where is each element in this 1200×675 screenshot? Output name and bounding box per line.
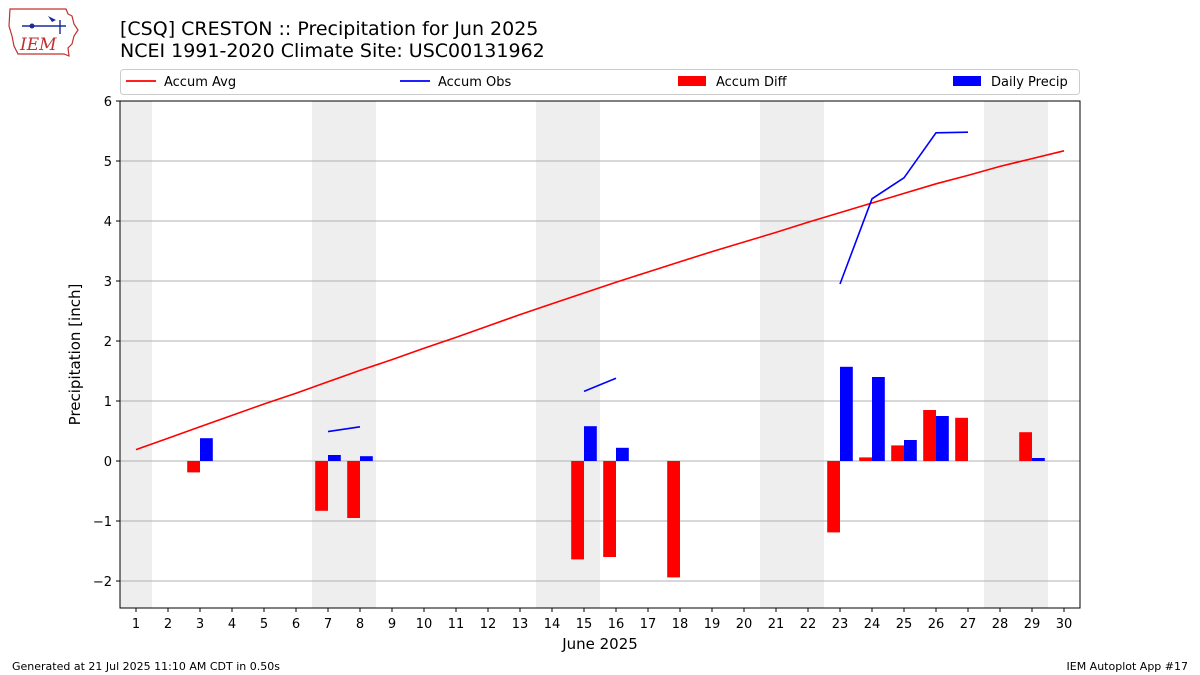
footer-app-id: IEM Autoplot App #17 [1067,660,1189,673]
footer-generated: Generated at 21 Jul 2025 11:10 AM CDT in… [12,660,280,673]
accum-diff-bar [603,461,616,557]
weekend-band [984,101,1048,608]
x-tick-label: 28 [992,617,1009,632]
legend-label: Daily Precip [991,75,1068,90]
x-tick-label: 14 [544,617,561,632]
legend-label: Accum Avg [164,75,236,90]
x-tick-label: 29 [1024,617,1041,632]
daily-precip-bar [328,455,341,461]
accum-diff-bar [571,461,584,559]
x-tick-label: 16 [608,617,625,632]
accum-diff-bar [1019,432,1032,461]
y-tick-label: −2 [93,575,112,590]
accum-diff-bar [827,461,840,532]
y-tick-label: 0 [104,455,112,470]
x-tick-label: 4 [228,617,236,632]
daily-precip-bar [616,448,629,461]
x-tick-label: 24 [864,617,881,632]
accum-diff-bar [315,461,328,511]
x-tick-label: 21 [768,617,785,632]
daily-precip-bar [936,416,949,461]
y-tick-label: 4 [104,215,112,230]
daily-precip-bar [840,367,853,461]
x-tick-label: 10 [416,617,433,632]
x-tick-label: 27 [960,617,977,632]
accum-diff-bar [923,410,936,461]
x-tick-label: 2 [164,617,172,632]
weekend-band [120,101,152,608]
daily-precip-bar [1032,458,1045,461]
x-tick-label: 13 [512,617,529,632]
x-tick-label: 7 [324,617,332,632]
legend-frame [121,70,1080,95]
x-tick-label: 23 [832,617,849,632]
daily-precip-bar [904,440,917,461]
weekend-band [312,101,376,608]
weekend-band [760,101,824,608]
daily-precip-bar [200,438,213,461]
accum-diff-bar [955,418,968,461]
x-tick-label: 17 [640,617,657,632]
x-tick-label: 19 [704,617,721,632]
legend: Accum Avg Accum Obs Accum Diff Daily Precip [121,70,1080,95]
accum-diff-bar [667,461,680,577]
accum-diff-bar [187,461,200,472]
x-tick-label: 6 [292,617,300,632]
accum-diff-bar [891,445,904,461]
daily-precip-bar [360,456,373,461]
daily-precip-bar [872,377,885,461]
x-tick-label: 22 [800,617,817,632]
y-tick-label: 5 [104,155,112,170]
y-tick-label: 2 [104,335,112,350]
legend-label: Accum Obs [438,75,511,90]
x-tick-label: 26 [928,617,945,632]
x-tick-label: 20 [736,617,753,632]
legend-bar-swatch [953,76,981,86]
x-tick-label: 30 [1056,617,1073,632]
x-tick-label: 15 [576,617,593,632]
x-tick-label: 3 [196,617,204,632]
x-tick-label: 1 [132,617,140,632]
weekend-band [536,101,600,608]
daily-precip-bar [584,426,597,461]
y-tick-label: 3 [104,275,112,290]
x-tick-label: 12 [480,617,497,632]
x-tick-label: 9 [388,617,396,632]
x-axis-label: June 2025 [561,635,638,653]
accum-diff-bar [859,457,872,461]
x-tick-label: 25 [896,617,913,632]
y-axis-label: Precipitation [inch] [66,284,84,426]
y-tick-label: 6 [104,95,112,110]
legend-bar-swatch [678,76,706,86]
legend-label: Accum Diff [716,75,788,90]
y-tick-label: −1 [93,515,112,530]
x-tick-label: 18 [672,617,689,632]
accum-diff-bar [347,461,360,518]
y-tick-label: 1 [104,395,112,410]
x-tick-label: 11 [448,617,465,632]
accum-obs-line [840,132,968,284]
x-tick-label: 8 [356,617,364,632]
x-tick-label: 5 [260,617,268,632]
